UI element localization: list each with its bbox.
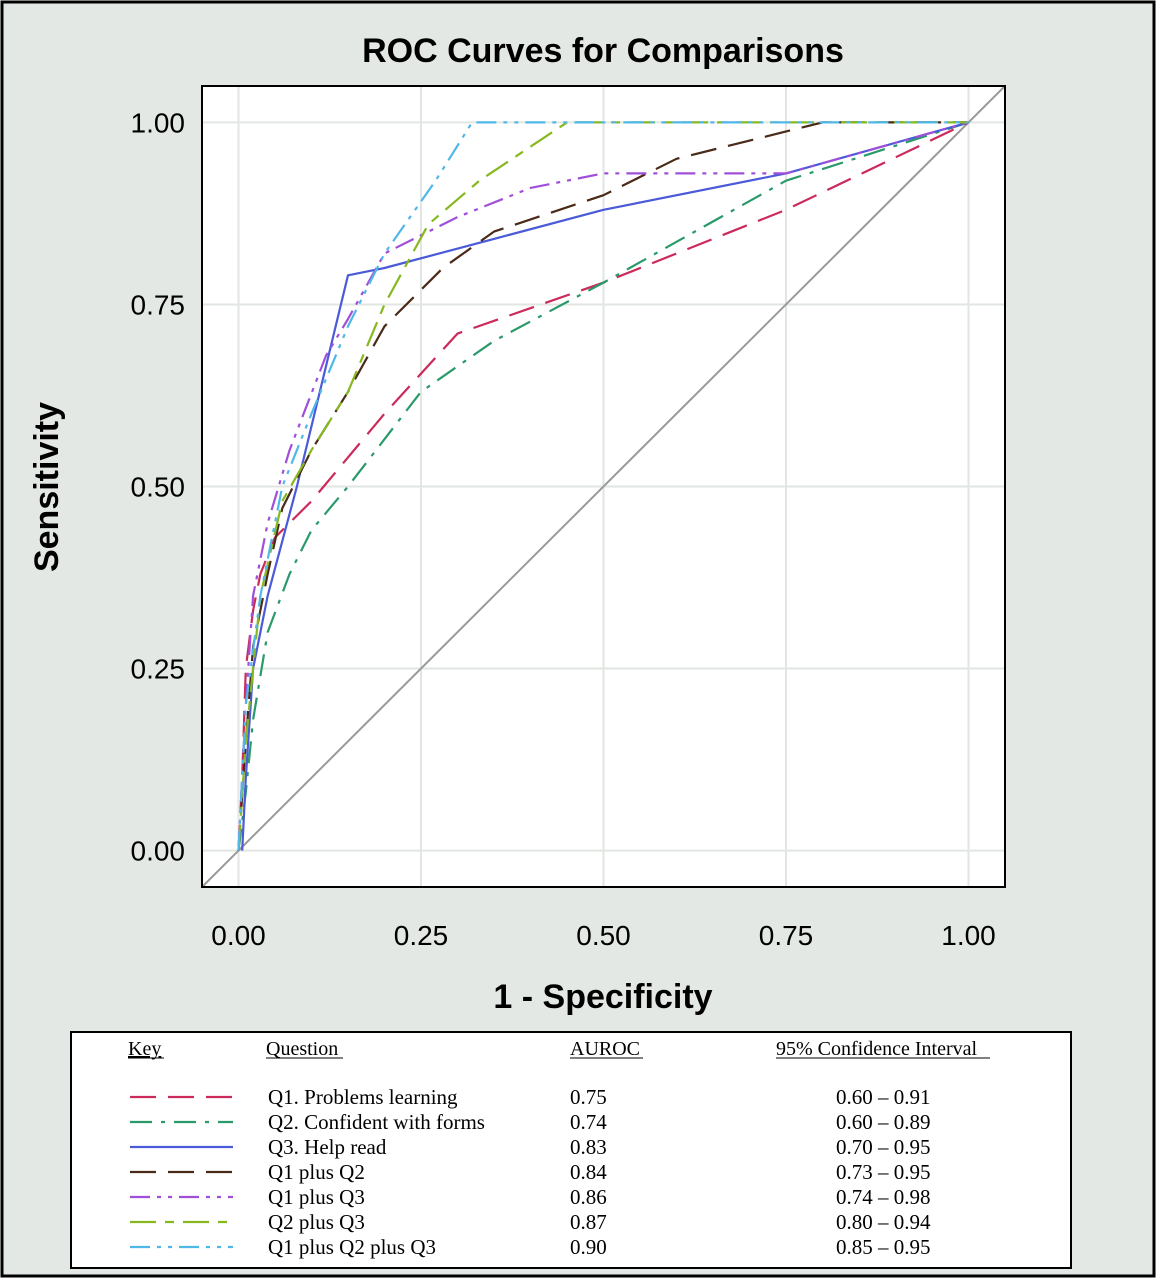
reference-line-layer [201,85,1006,888]
key-ci: 0.80 – 0.94 [836,1210,931,1234]
key-header-question: Question [266,1038,338,1060]
x-tick-layer: 0.00 0.25 0.50 0.75 1.00 [211,920,996,951]
key-question: Q3. Help read [268,1135,387,1159]
y-axis-label: Sensitivity [28,402,66,572]
key-table-box [70,1031,1072,1269]
key-rows: Q1. Problems learning 0.75 0.60 – 0.91 Q2. … [130,1085,931,1259]
x-tick-label: 0.00 [211,920,266,951]
key-auroc: 0.75 [570,1085,607,1109]
series-line-3 [241,121,969,851]
key-question: Q1 plus Q2 plus Q3 [268,1235,436,1259]
key-ci: 0.74 – 0.98 [836,1185,931,1209]
y-tick-label: 0.50 [131,472,186,503]
key-auroc: 0.86 [570,1185,607,1209]
y-tick-layer: 0.00 0.25 0.50 0.75 1.00 [131,107,186,866]
y-tick-label: 0.25 [131,654,186,685]
key-question: Q2. Confident with forms [268,1110,485,1134]
key-ci: 0.73 – 0.95 [836,1160,931,1184]
series-line-5 [237,121,969,851]
key-ci: 0.70 – 0.95 [836,1135,931,1159]
y-tick-label: 0.75 [131,289,186,320]
series-line-2 [237,121,969,851]
key-header-ci: 95% Confidence Interval [776,1038,977,1060]
key-auroc: 0.74 [570,1110,607,1134]
key-question: Q2 plus Q3 [268,1210,365,1234]
key-header-auroc: AUROC [570,1038,640,1060]
series-line-4 [237,121,969,851]
x-tick-label: 1.00 [941,920,996,951]
x-axis-label: 1 - Specificity [493,978,712,1016]
key-ci: 0.60 – 0.91 [836,1085,931,1109]
x-tick-label: 0.25 [394,920,449,951]
series-line-7 [237,121,969,851]
series-layer [237,121,969,851]
key-header-key: Key [128,1038,161,1060]
key-auroc: 0.84 [570,1160,607,1184]
key-ci: 0.85 – 0.95 [836,1235,931,1259]
x-tick-label: 0.50 [576,920,631,951]
key-auroc: 0.90 [570,1235,607,1259]
key-auroc: 0.83 [570,1135,607,1159]
y-tick-label: 0.00 [131,836,186,867]
key-ci: 0.60 – 0.89 [836,1110,931,1134]
reference-diagonal-line [201,85,1006,888]
plot-frame [201,85,1006,888]
chart-title: ROC Curves for Comparisons [362,32,844,70]
key-question: Q1. Problems learning [268,1085,458,1109]
x-tick-label: 0.75 [759,920,814,951]
key-question: Q1 plus Q2 [268,1160,365,1184]
y-tick-label: 1.00 [131,107,186,138]
key-question: Q1 plus Q3 [268,1185,365,1209]
key-table: Key Question AUROC 95% Confidence Interv… [70,1031,1072,1269]
key-auroc: 0.87 [570,1210,607,1234]
